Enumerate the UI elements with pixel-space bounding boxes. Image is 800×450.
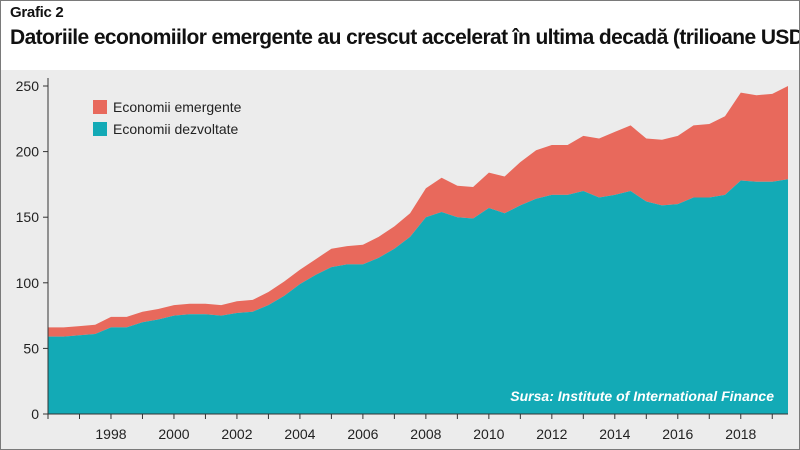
x-tick-label-2004: 2004 [284, 426, 315, 442]
x-tick-label-2000: 2000 [158, 426, 189, 442]
y-tick-label-50: 50 [23, 340, 39, 356]
legend-label-dezvoltate: Economii dezvoltate [113, 121, 239, 137]
y-tick-label-250: 250 [16, 78, 40, 94]
legend-swatch-dezvoltate [93, 122, 107, 136]
x-tick-label-2008: 2008 [410, 426, 441, 442]
legend-swatch-emergente [93, 100, 107, 114]
x-tick-label-2018: 2018 [725, 426, 756, 442]
chart-title: Datoriile economiilor emergente au cresc… [10, 26, 800, 49]
y-tick-label-150: 150 [16, 209, 40, 225]
area-economii-dezvoltate [48, 179, 788, 414]
y-tick-label-100: 100 [16, 275, 40, 291]
source-note: Sursa: Institute of International Financ… [510, 388, 774, 404]
x-tick-label-2014: 2014 [599, 426, 630, 442]
legend-label-emergente: Economii emergente [113, 99, 242, 115]
figure-label: Grafic 2 [10, 4, 64, 21]
area-economii-emergente [48, 86, 788, 337]
x-tick-label-2010: 2010 [473, 426, 504, 442]
x-tick-label-2002: 2002 [221, 426, 252, 442]
y-tick-label-0: 0 [31, 406, 39, 422]
x-tick-label-1998: 1998 [95, 426, 126, 442]
y-tick-label-200: 200 [16, 144, 40, 160]
x-tick-label-2006: 2006 [347, 426, 378, 442]
x-tick-label-2016: 2016 [662, 426, 693, 442]
x-tick-label-2012: 2012 [536, 426, 567, 442]
